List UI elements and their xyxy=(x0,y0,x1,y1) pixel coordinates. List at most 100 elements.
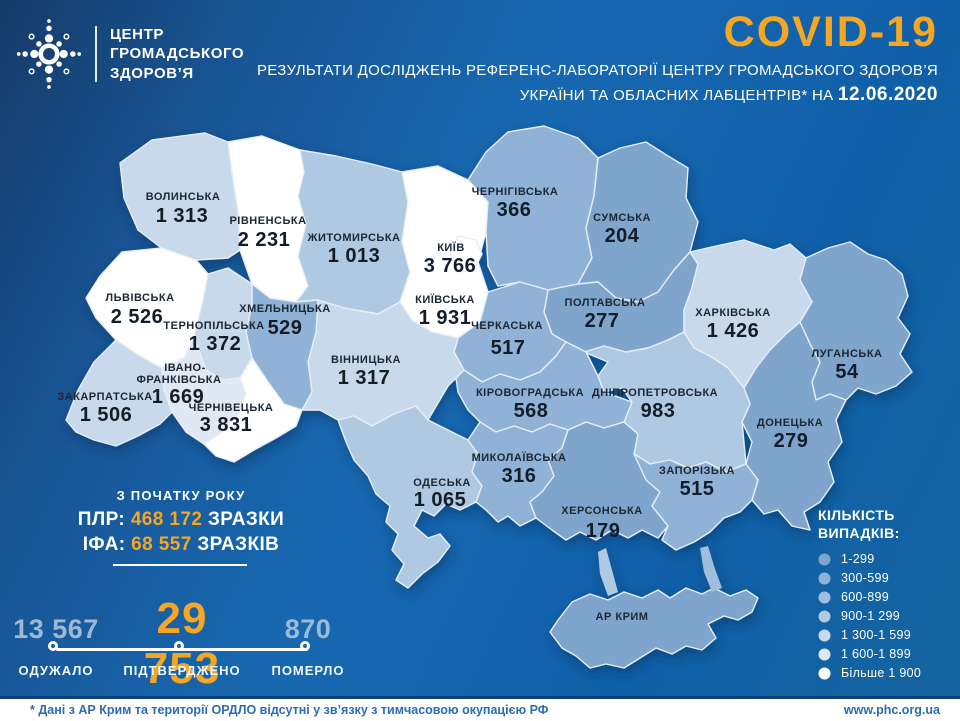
tests-divider xyxy=(113,564,247,566)
luhanska-label: ЛУГАНСЬКА xyxy=(812,348,883,360)
region-odeska xyxy=(337,405,483,589)
legend-item: 1-299 xyxy=(818,550,921,569)
donetska-value: 279 xyxy=(774,430,809,452)
rivnenska-value: 2 231 xyxy=(238,229,291,251)
lvivska-label: ЛЬВІВСЬКА xyxy=(105,292,174,304)
legend-title: КІЛЬКІСТЬ ВИПАДКІВ: xyxy=(818,507,900,542)
kyivska-value: 1 931 xyxy=(419,307,472,329)
coastal-spit xyxy=(700,546,722,592)
khmelnytska-value: 529 xyxy=(268,317,303,339)
dnipropetrovska-value: 983 xyxy=(641,400,676,422)
zaporizka-label: ЗАПОРІЗЬКА xyxy=(659,465,735,477)
region-chernivetska xyxy=(203,357,303,463)
lvivska-value: 2 526 xyxy=(111,306,164,328)
subtitle: РЕЗУЛЬТАТИ ДОСЛІДЖЕНЬ РЕФЕРЕНС-ЛАБОРАТОР… xyxy=(257,62,938,106)
recovered-label: ОДУЖАЛО xyxy=(18,663,94,678)
region-donetska xyxy=(741,321,847,531)
sumska-label: СУМСЬКА xyxy=(593,212,651,224)
poltavska-label: ПОЛТАВСЬКА xyxy=(565,297,646,309)
report-date: 12.06.2020 xyxy=(837,84,938,105)
mykolaivska-value: 316 xyxy=(502,465,537,487)
region-khersonska xyxy=(529,421,669,541)
kyiv-label: КИЇВ xyxy=(437,241,465,254)
legend-swatch-icon xyxy=(818,591,831,604)
odeska-label: ОДЕСЬКА xyxy=(413,477,471,489)
subtitle-line1: РЕЗУЛЬТАТИ ДОСЛІДЖЕНЬ РЕФЕРЕНС-ЛАБОРАТОР… xyxy=(256,62,938,79)
region-chernihivska xyxy=(467,125,599,291)
legend-item: 1 600-1 899 xyxy=(818,645,921,664)
legend-item: Більше 1 900 xyxy=(818,664,921,683)
died-label: ПОМЕРЛО xyxy=(271,663,345,678)
vinnytska-label: ВІННИЦЬКА xyxy=(331,354,401,366)
logo-divider xyxy=(95,26,97,82)
recovered-value: 13 567 xyxy=(13,614,99,644)
kyivska-label: КИЇВСЬКА xyxy=(415,293,475,306)
donetska-label: ДОНЕЦЬКА xyxy=(757,417,823,429)
zaporizka-value: 515 xyxy=(680,478,715,500)
legend-item: 300-599 xyxy=(818,569,921,588)
tests-summary: З ПОЧАТКУ РОКУ ПЛР: 468 172 ЗРАЗКИ ІФА: … xyxy=(66,488,296,558)
legend-item: 900-1 299 xyxy=(818,607,921,626)
rivnenska-label: РІВНЕНСЬКА xyxy=(229,215,306,227)
footer-bar: * Дані з АР Крим та території ОРДЛО відс… xyxy=(0,696,960,721)
volynska-label: ВОЛИНСЬКА xyxy=(146,191,221,203)
luhanska-value: 54 xyxy=(835,361,859,383)
khmelnytska-label: ХМЕЛЬНИЦЬКА xyxy=(239,303,330,315)
subtitle-line2: УКРАЇНИ ТА ОБЛАСНИХ ЛАБЦЕНТРІВ* НА 12.06… xyxy=(519,84,938,105)
zhytomyrska-label: ЖИТОМИРСЬКА xyxy=(307,232,401,244)
chernivetska-value: 3 831 xyxy=(200,414,253,436)
legend-swatch-icon xyxy=(818,572,831,585)
kirovohradska-label: КІРОВОГРАДСЬКА xyxy=(476,387,584,399)
kharkivska-label: ХАРКІВСЬКА xyxy=(695,307,770,319)
kharkivska-value: 1 426 xyxy=(707,320,760,342)
region-kyiv-city xyxy=(449,235,483,273)
coastal-spit xyxy=(598,548,618,596)
ternopilska-label: ТЕРНОПІЛЬСЬКА xyxy=(163,320,264,332)
ivano-frankivska-label: ІВАНО- xyxy=(164,362,206,374)
khersonska-value: 179 xyxy=(586,520,621,542)
ternopilska-value: 1 372 xyxy=(189,333,242,355)
page-title: COVID-19 xyxy=(723,8,938,56)
kyiv-value: 3 766 xyxy=(424,255,477,277)
legend-swatch-icon xyxy=(818,667,831,680)
kirovohradska-value: 568 xyxy=(514,400,549,422)
footer-note: * Дані з АР Крим та території ОРДЛО відс… xyxy=(30,703,549,717)
footer-site-link[interactable]: www.phc.org.ua xyxy=(843,703,940,717)
zakarpatska-label: ЗАКАРПАТСЬКА xyxy=(57,391,152,403)
cherkaska-value: 517 xyxy=(491,337,526,359)
chernivetska-label: ЧЕРНІВЕЦЬКА xyxy=(189,402,274,414)
legend-item: 1 300-1 599 xyxy=(818,626,921,645)
cherkaska-label: ЧЕРКАСЬКА xyxy=(471,320,543,332)
tests-heading: З ПОЧАТКУ РОКУ xyxy=(116,488,246,503)
poltavska-value: 277 xyxy=(585,310,620,332)
ifa-row: ІФА: 68 557 ЗРАЗКІВ xyxy=(82,534,280,556)
crimea-label: АР КРИМ xyxy=(596,611,649,623)
ivano-frankivska-label2: ФРАНКІВСЬКА xyxy=(137,374,222,386)
odeska-value: 1 065 xyxy=(414,489,467,511)
region-zaporizka xyxy=(633,453,759,551)
recovered-dot xyxy=(48,641,58,651)
ifa-value: 68 557 xyxy=(131,534,192,556)
legend-swatch-icon xyxy=(818,610,831,623)
volynska-value: 1 313 xyxy=(156,205,209,227)
org-name: ЦЕНТР ГРОМАДСЬКОГО ЗДОРОВ’Я xyxy=(110,25,245,82)
died-dot xyxy=(300,641,310,651)
pcr-value: 468 172 xyxy=(130,509,203,530)
zhytomyrska-value: 1 013 xyxy=(328,245,381,267)
mykolaivska-label: МИКОЛАЇВСЬКА xyxy=(472,451,567,464)
legend: КІЛЬКІСТЬ ВИПАДКІВ: 1-299 300-599 600-89… xyxy=(818,506,921,683)
confirmed-dot xyxy=(174,641,184,651)
legend-items: 1-299 300-599 600-899 900-1 299 1 300-1 … xyxy=(818,550,921,683)
vinnytska-value: 1 317 xyxy=(338,367,391,389)
legend-item: 600-899 xyxy=(818,588,921,607)
confirmed-label: ПІДТВЕРДЖЕНО xyxy=(123,663,241,678)
dnipropetrovska-label: ДНІПРОПЕТРОВСЬКА xyxy=(592,387,718,399)
chernihivska-label: ЧЕРНІГІВСЬКА xyxy=(472,186,559,198)
region-crimea xyxy=(549,587,759,669)
legend-swatch-icon xyxy=(818,629,831,642)
died-value: 870 xyxy=(284,614,332,644)
khersonska-label: ХЕРСОНСЬКА xyxy=(561,505,642,517)
legend-swatch-icon xyxy=(818,553,831,566)
chernihivska-value: 366 xyxy=(497,199,532,221)
